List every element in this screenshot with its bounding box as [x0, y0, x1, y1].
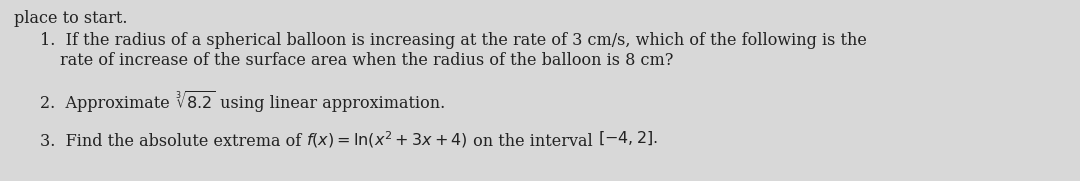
Text: $f(x) = \ln(x^2 + 3x + 4)$: $f(x) = \ln(x^2 + 3x + 4)$ — [307, 129, 469, 150]
Text: using linear approximation.: using linear approximation. — [215, 95, 445, 112]
Text: on the interval: on the interval — [469, 133, 598, 150]
Text: 1.  If the radius of a spherical balloon is increasing at the rate of 3 cm/s, wh: 1. If the radius of a spherical balloon … — [40, 32, 867, 49]
Text: 3.  Find the absolute extrema of: 3. Find the absolute extrema of — [40, 133, 307, 150]
Text: 2.  Approximate: 2. Approximate — [40, 95, 175, 112]
Text: $\sqrt[3]{8.2}$: $\sqrt[3]{8.2}$ — [175, 91, 215, 113]
Text: rate of increase of the surface area when the radius of the balloon is 8 cm?: rate of increase of the surface area whe… — [60, 52, 673, 69]
Text: place to start.: place to start. — [14, 10, 127, 27]
Text: $[-4, 2].$: $[-4, 2].$ — [598, 129, 658, 147]
